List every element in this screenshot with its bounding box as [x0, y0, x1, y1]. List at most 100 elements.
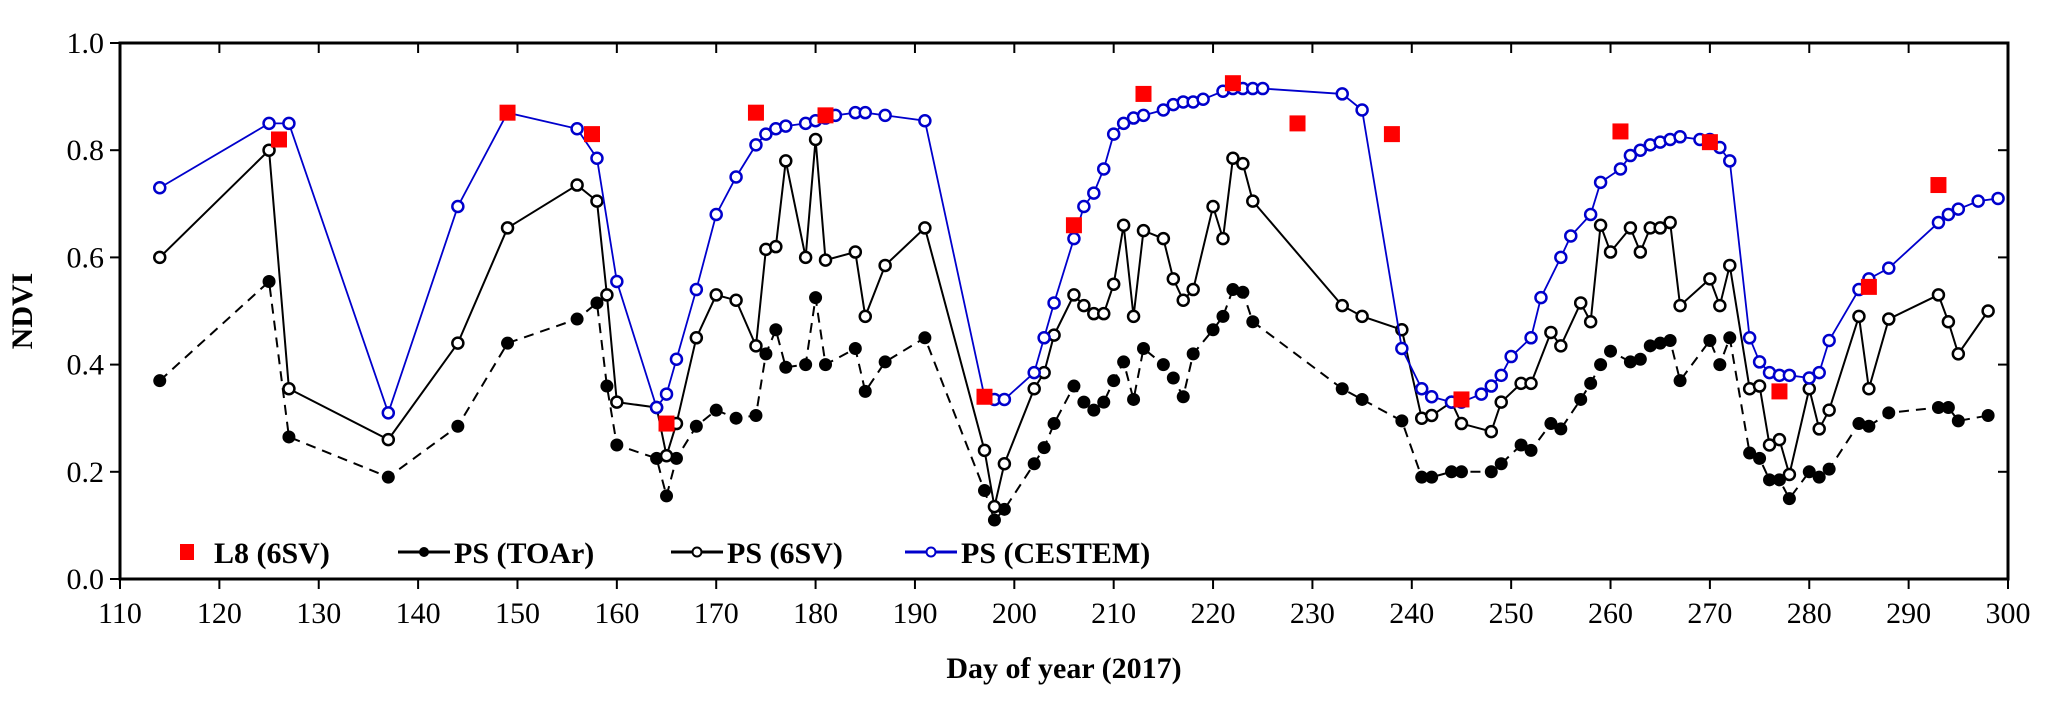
data-point-sixsv: [848, 245, 863, 259]
data-point-toar: [709, 403, 723, 417]
data-point-sixsv: [1166, 272, 1181, 286]
x-tick-label: 290: [1886, 597, 1931, 630]
data-point-cestem: [1504, 349, 1518, 364]
data-point-sixsv: [818, 253, 833, 267]
y-tick-label: 0.4: [67, 349, 105, 382]
data-point-sixsv: [1355, 309, 1369, 324]
data-point-cestem: [1067, 231, 1081, 246]
data-point-toar: [1643, 339, 1657, 353]
x-tick-label: 110: [98, 597, 142, 630]
legend-label-l8: L8 (6SV): [214, 537, 330, 570]
data-point-sixsv: [570, 178, 584, 192]
x-tick-label: 180: [793, 597, 838, 630]
data-point-toar: [759, 347, 773, 361]
data-point-sixsv: [282, 381, 296, 396]
data-point-sixsv: [1554, 339, 1568, 353]
data-point-sixsv: [1862, 381, 1876, 396]
data-point-toar: [451, 419, 465, 433]
data-point-cestem: [1037, 331, 1051, 345]
data-point-cestem: [1077, 199, 1091, 214]
y-axis-title: NDVI: [6, 273, 39, 350]
data-point-cestem: [1554, 250, 1568, 265]
data-point-cestem: [590, 151, 604, 165]
data-point-toar: [1544, 417, 1558, 431]
data-point-toar: [282, 430, 296, 444]
data-point-cestem: [1782, 368, 1797, 383]
data-point-toar: [590, 296, 604, 310]
data-point-cestem: [1255, 81, 1270, 96]
y-tick-label: 0.2: [67, 456, 105, 489]
y-axis: 0.0 0.2 0.4 0.6 0.8 1.0: [67, 27, 2008, 596]
data-point-sixsv: [1156, 231, 1171, 246]
legend: L8 (6SV) PS (TOAr) PS (6SV) PS (CESTEM): [180, 537, 1150, 570]
plot-frame: [118, 41, 2010, 581]
x-tick-label: 120: [197, 597, 242, 630]
data-point-sixsv: [1027, 381, 1041, 396]
data-point-sixsv: [858, 309, 873, 324]
data-point-toar: [749, 409, 763, 423]
data-point-toar: [848, 342, 862, 356]
data-point-cestem: [779, 119, 793, 133]
legend-item-l8: L8 (6SV): [180, 537, 330, 570]
data-point-toar: [1027, 457, 1041, 471]
data-point-cestem: [1812, 365, 1826, 380]
x-tick-label: 140: [396, 597, 441, 630]
data-point-sixsv: [1116, 218, 1131, 232]
series-toar: [153, 275, 1995, 527]
data-point-cestem: [1951, 202, 1966, 216]
data-point-sixsv: [798, 250, 813, 265]
data-point-sixsv: [1494, 395, 1508, 409]
data-point-sixsv: [500, 221, 515, 235]
x-axis-title: Day of year (2017): [946, 652, 1181, 685]
data-point-toar: [819, 358, 833, 372]
data-point-toar: [570, 312, 584, 326]
data-point-sixsv: [1106, 277, 1121, 291]
data-point-toar: [1594, 358, 1608, 372]
data-point-cestem: [709, 207, 723, 222]
data-point-toar: [1882, 406, 1896, 420]
x-tick-label: 150: [495, 597, 540, 630]
data-point-cestem: [1931, 215, 1946, 230]
data-point-toar: [1226, 283, 1240, 297]
data-point-cestem: [1096, 162, 1111, 176]
series-l8: [270, 75, 1947, 432]
data-point-toar: [769, 323, 783, 337]
data-point-toar: [381, 470, 395, 484]
data-point-toar: [1425, 470, 1439, 484]
x-tick-label: 270: [1687, 597, 1732, 630]
data-point-toar: [1246, 315, 1260, 329]
data-point-l8: [1930, 177, 1947, 194]
data-point-sixsv: [977, 443, 992, 458]
legend-item-sixsv: PS (6SV): [671, 537, 843, 570]
x-tick-label: 280: [1787, 597, 1832, 630]
data-point-l8: [1065, 217, 1082, 234]
data-point-sixsv: [1941, 314, 1956, 329]
series-layer: [152, 75, 2005, 527]
data-point-sixsv: [1663, 215, 1677, 230]
data-point-toar: [858, 384, 872, 398]
x-tick-label: 190: [892, 597, 937, 630]
data-point-sixsv: [1703, 272, 1717, 286]
data-point-toar: [1514, 438, 1528, 452]
legend-label-sixsv: PS (6SV): [727, 537, 843, 570]
data-point-sixsv: [451, 336, 465, 350]
data-point-toar: [1554, 422, 1568, 436]
data-point-toar: [1355, 392, 1369, 406]
data-point-cestem: [659, 387, 674, 401]
data-point-sixsv: [1424, 408, 1439, 423]
data-point-cestem: [1027, 365, 1041, 380]
x-tick-label: 250: [1489, 597, 1534, 630]
data-point-l8: [270, 131, 287, 148]
data-point-toar: [1713, 358, 1727, 372]
data-point-toar: [799, 358, 813, 372]
data-point-sixsv: [1782, 467, 1797, 482]
data-point-toar: [1743, 446, 1757, 460]
data-point-sixsv: [1852, 309, 1866, 324]
data-point-l8: [658, 415, 675, 432]
data-point-toar: [1802, 465, 1816, 479]
data-point-cestem: [1822, 333, 1836, 348]
data-point-toar: [1077, 395, 1091, 409]
data-point-cestem: [1424, 390, 1439, 404]
data-point-toar: [1156, 358, 1170, 372]
data-point-toar: [1723, 331, 1737, 345]
